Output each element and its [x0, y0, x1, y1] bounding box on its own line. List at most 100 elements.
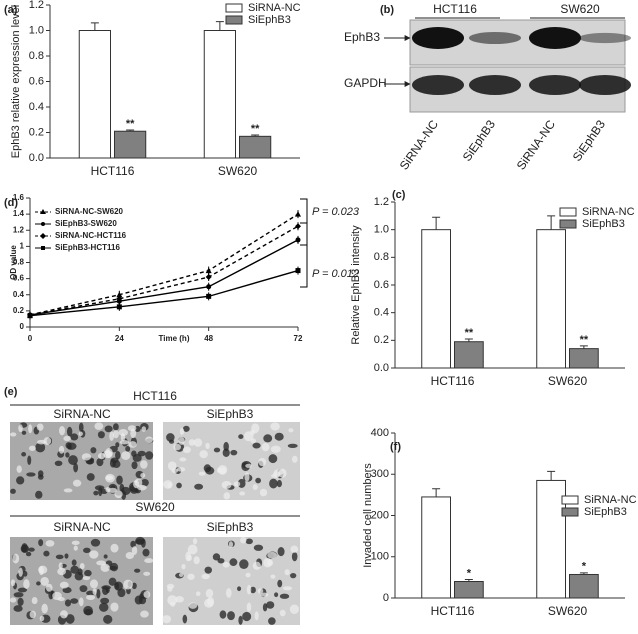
y-tick-label: 0.6: [29, 75, 44, 87]
cell: [115, 451, 121, 460]
cell: [130, 540, 136, 548]
marker: [116, 295, 123, 302]
cell: [271, 473, 280, 478]
cell: [131, 450, 137, 457]
cell: [86, 594, 96, 600]
cell: [43, 550, 50, 557]
error-bar: [215, 21, 224, 31]
cell: [253, 544, 264, 551]
cell: [70, 565, 80, 574]
cell: [64, 599, 72, 607]
marker: [295, 211, 301, 217]
cell: [28, 424, 33, 434]
cell: [134, 568, 141, 573]
cell: [244, 472, 250, 482]
cell: [252, 484, 258, 490]
cell: [52, 591, 62, 601]
cell: [290, 545, 299, 553]
cell: [110, 543, 119, 553]
cell: [68, 455, 78, 465]
cell: [270, 445, 281, 453]
cell: [179, 427, 185, 435]
cell: [36, 581, 41, 586]
cell: [252, 561, 261, 570]
row-title: SW620: [135, 500, 175, 514]
marker: [206, 284, 212, 290]
cell: [257, 588, 264, 594]
error-bar: [432, 488, 441, 497]
x-tick-label: SW620: [548, 604, 588, 618]
marker: [295, 268, 301, 274]
x-tick-label: HCT116: [91, 164, 135, 178]
cell: [237, 586, 242, 592]
cell: [62, 587, 72, 594]
y-tick-label: 0.0: [29, 152, 44, 164]
cell: [100, 597, 110, 605]
cell: [259, 592, 269, 597]
cell: [199, 450, 208, 459]
cell: [103, 614, 113, 624]
error-bar: [547, 470, 556, 481]
lane-label: SiEphB3: [460, 117, 498, 164]
cell: [289, 604, 300, 615]
cell: [193, 556, 200, 565]
cell: [112, 430, 119, 439]
cell: [81, 453, 92, 461]
cell: [78, 422, 84, 433]
y-tick-label: 0.2: [374, 334, 389, 346]
cell: [263, 434, 273, 443]
cell: [63, 435, 71, 442]
y-axis-label: Invaded cell numbers: [362, 463, 374, 568]
cell: [23, 579, 30, 589]
cell: [83, 605, 93, 616]
cell: [219, 610, 227, 619]
band: [412, 75, 464, 95]
cell: [93, 490, 99, 496]
y-axis-label: Relative EphB3 intensity: [350, 225, 362, 345]
significance: **: [580, 334, 589, 346]
cell: [17, 587, 28, 593]
y-tick-label: 400: [371, 427, 389, 439]
cell: [225, 588, 232, 598]
cell: [65, 452, 70, 458]
cell: [27, 455, 32, 465]
cell: [168, 439, 175, 444]
cell: [246, 602, 252, 612]
cell: [240, 536, 247, 544]
y-axis-label: EphB3 relative expression level: [10, 5, 22, 158]
cell: [222, 561, 230, 568]
cell: [105, 475, 114, 481]
cell: [125, 446, 131, 452]
cell: [204, 566, 212, 574]
cell: [238, 615, 243, 625]
cell: [110, 562, 119, 572]
cell: [120, 433, 126, 442]
significance: **: [465, 327, 474, 339]
cell: [194, 483, 204, 490]
cell: [258, 457, 267, 467]
cell: [223, 492, 231, 500]
legend-label: SiRNA-NC: [584, 494, 637, 506]
bar: [78, 30, 111, 159]
group-label: HCT116: [433, 2, 477, 16]
significance: **: [126, 118, 135, 130]
cell: [16, 476, 25, 485]
legend-swatch: [559, 219, 577, 229]
band: [529, 27, 581, 49]
cell: [213, 447, 221, 453]
cell: [128, 441, 137, 448]
y-tick-label: 200: [371, 509, 389, 521]
cell: [187, 573, 195, 580]
cell: [98, 602, 109, 612]
column-label: SiEphB3: [207, 520, 254, 534]
cell: [94, 422, 104, 430]
cell: [63, 488, 73, 493]
cell: [58, 445, 65, 454]
cell: [73, 545, 78, 551]
band: [579, 75, 631, 95]
legend-swatch: [561, 507, 579, 517]
cell: [31, 597, 38, 605]
y-tick-label: 1.2: [29, 0, 44, 11]
cell: [25, 551, 32, 557]
cell: [227, 611, 235, 621]
